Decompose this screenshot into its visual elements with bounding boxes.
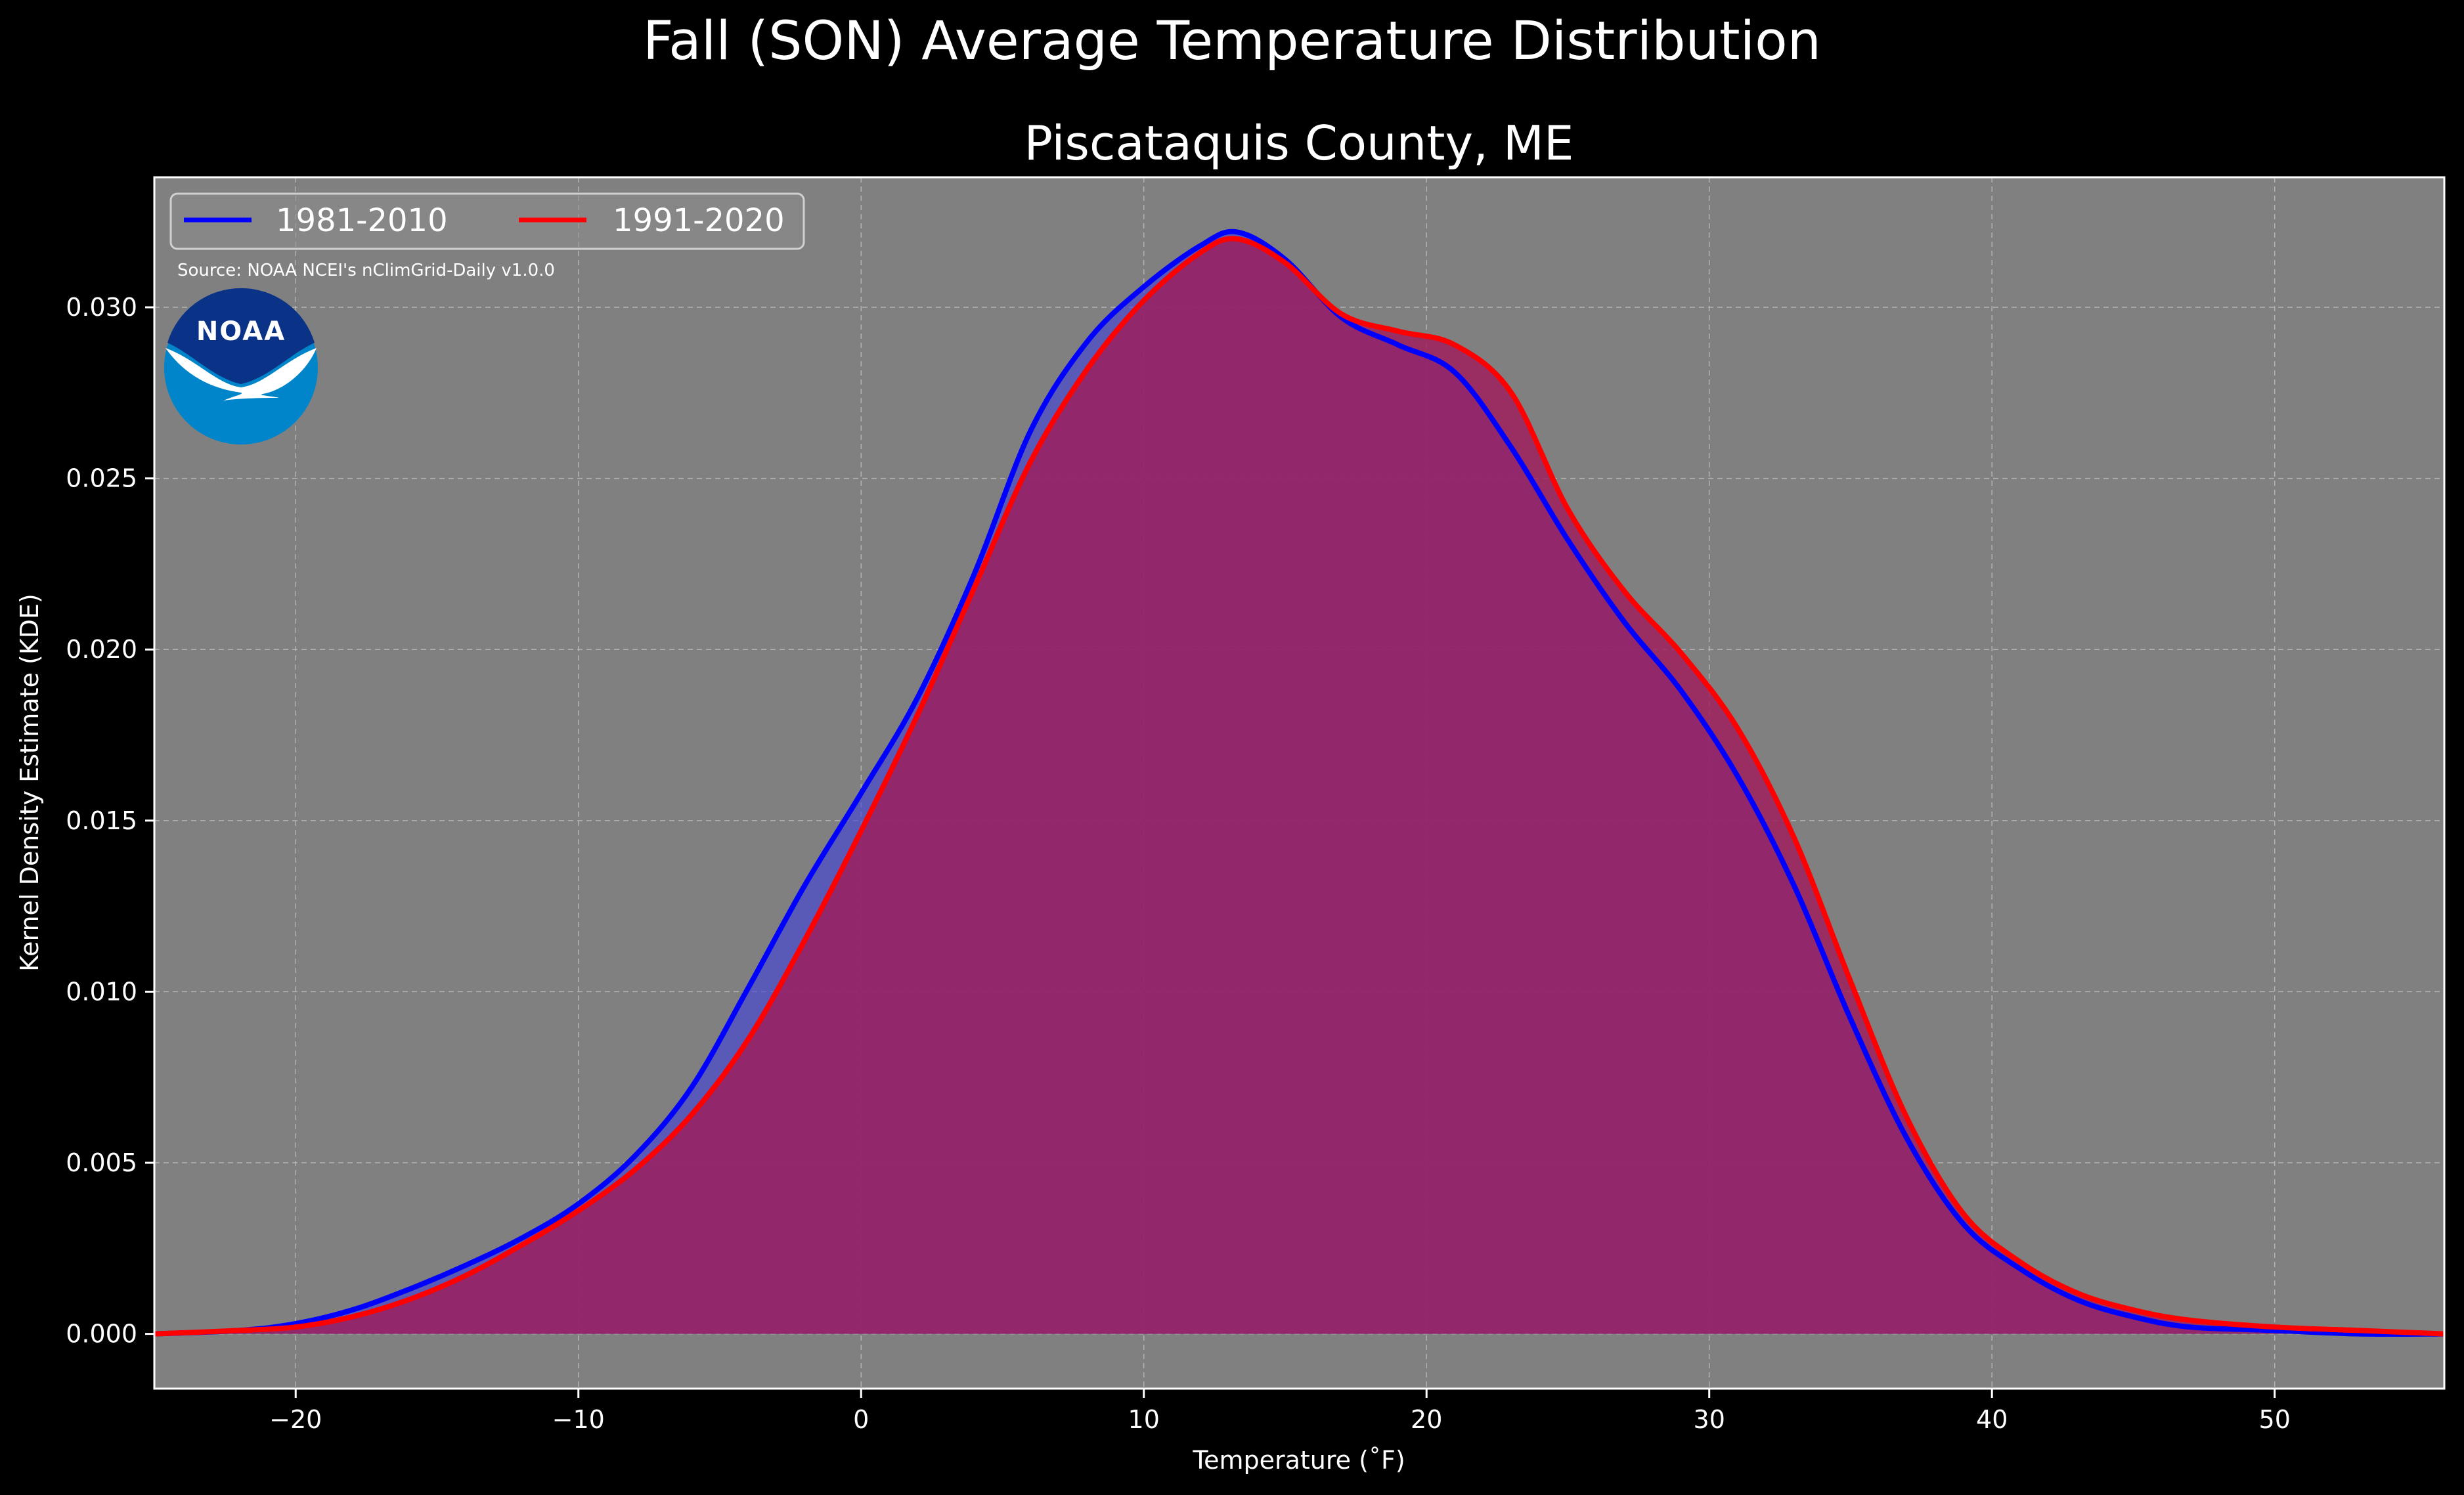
- noaa-logo-text: NOAA: [196, 316, 286, 347]
- legend-label-1981-2010: 1981-2010: [276, 202, 448, 239]
- y-axis-ticks: 0.000 0.005 0.010 0.015 0.020 0.025 0.030: [66, 293, 154, 1349]
- plot-frame: [153, 176, 2446, 1390]
- x-tick-label: 20: [1411, 1405, 1442, 1434]
- y-tick-label: 0.020: [66, 635, 137, 664]
- legend-label-1991-2020: 1991-2020: [613, 202, 785, 239]
- legend: 1981-2010 1991-2020: [169, 192, 805, 250]
- area-fill-1991-2020: [154, 238, 2444, 1334]
- y-axis-label: Kernel Density Estimate (KDE): [15, 594, 44, 972]
- noaa-logo-top: [167, 288, 315, 384]
- noaa-logo: NOAA: [164, 288, 318, 444]
- legend-box: [169, 192, 805, 250]
- area-fills: [154, 231, 2444, 1334]
- y-tick-label: 0.005: [66, 1148, 137, 1177]
- x-tick-label: −10: [552, 1405, 605, 1434]
- y-tick-label: 0.030: [66, 293, 137, 322]
- x-tick-label: −20: [269, 1405, 322, 1434]
- y-tick-label: 0.010: [66, 977, 137, 1006]
- x-tick-label: 40: [1976, 1405, 2008, 1434]
- series-line-1991-2020: [154, 236, 2445, 1337]
- x-tick-label: 10: [1128, 1405, 1160, 1434]
- y-tick-label: 0.000: [66, 1320, 137, 1349]
- y-tick-label: 0.015: [66, 806, 137, 835]
- y-tick-label: 0.025: [66, 464, 137, 493]
- series-lines: [154, 228, 2445, 1337]
- series-line-1981-2010: [154, 228, 2445, 1337]
- x-axis-label: Temperature (˚F): [1192, 1446, 1405, 1475]
- x-tick-label: 30: [1694, 1405, 1725, 1434]
- chart-title: Fall (SON) Average Temperature Distribut…: [643, 11, 1821, 72]
- source-annotation: Source: NOAA NCEI's nClimGrid-Daily v1.0…: [177, 261, 555, 280]
- x-tick-label: 50: [2259, 1405, 2291, 1434]
- chart-subtitle: Piscataquis County, ME: [1024, 116, 1574, 171]
- x-tick-label: 0: [853, 1405, 869, 1434]
- x-axis-ticks: −20 −10 0 10 20 30 40 50: [269, 1389, 2291, 1434]
- noaa-logo-gull: [165, 348, 317, 401]
